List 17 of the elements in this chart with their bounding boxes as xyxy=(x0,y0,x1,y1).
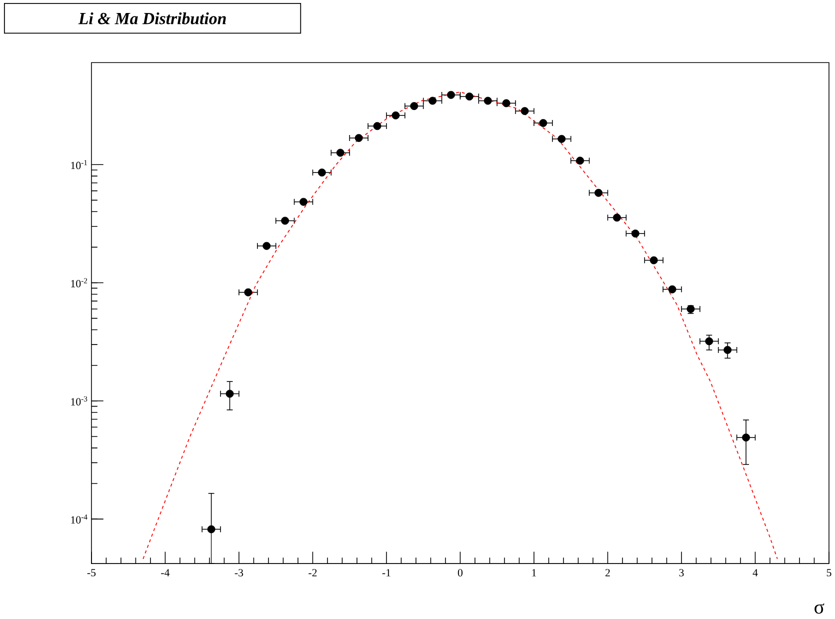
x-tick-label: 0 xyxy=(458,568,463,576)
x-tick-label: -4 xyxy=(161,568,170,576)
x-tick-label: -5 xyxy=(87,568,96,576)
x-tick-label: 2 xyxy=(605,568,610,576)
chart-title: Li & Ma Distribution xyxy=(78,12,226,24)
x-tick-label: 1 xyxy=(532,568,536,576)
x-tick-label: 5 xyxy=(826,568,832,576)
x-tick-label: -2 xyxy=(308,568,317,576)
x-tick-label: -1 xyxy=(382,568,390,576)
x-tick-label: 3 xyxy=(679,568,684,576)
y-tick-label: 10$^{-1}$ xyxy=(71,160,87,170)
x-axis-title: σ xyxy=(814,603,824,614)
y-tick-label: 10$^{-2}$ xyxy=(71,278,88,288)
y-tick-label: 10$^{-3}$ xyxy=(71,396,88,406)
x-tick-label: 4 xyxy=(752,568,758,576)
x-tick-label: -3 xyxy=(234,568,244,576)
y-tick-label: 10$^{-4}$ xyxy=(71,514,88,524)
